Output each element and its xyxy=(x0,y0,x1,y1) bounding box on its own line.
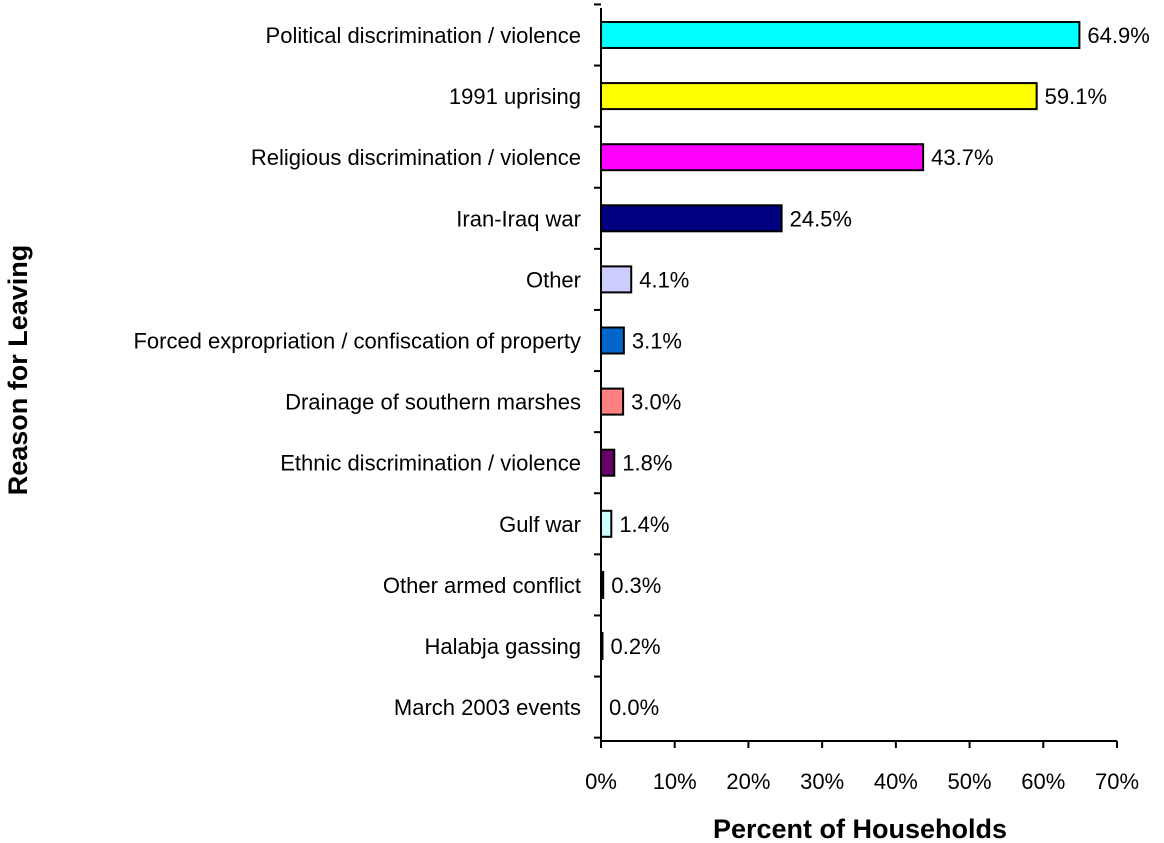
value-label: 1.8% xyxy=(622,451,672,476)
bars-layer xyxy=(600,21,1081,660)
bar xyxy=(600,204,783,233)
bar xyxy=(600,82,1038,111)
value-label: 64.9% xyxy=(1087,23,1149,48)
bar xyxy=(600,509,613,538)
category-label: Religious discrimination / violence xyxy=(251,145,581,170)
value-label: 24.5% xyxy=(790,206,852,231)
x-tick-label: 10% xyxy=(653,769,697,794)
bar xyxy=(600,143,925,172)
value-label: 0.0% xyxy=(609,695,659,720)
bar xyxy=(600,326,625,355)
bar xyxy=(600,21,1081,49)
x-tick-label: 60% xyxy=(1021,769,1065,794)
value-label: 3.1% xyxy=(632,329,682,354)
category-label: Forced expropriation / confiscation of p… xyxy=(133,329,581,354)
category-label: Ethnic discrimination / violence xyxy=(280,451,581,476)
x-tick-label: 70% xyxy=(1095,769,1139,794)
axes: 0% 10% 20% 30% 40% 50% 60% 70% xyxy=(585,3,1139,794)
x-tick-label: 40% xyxy=(874,769,918,794)
category-label: Drainage of southern marshes xyxy=(285,390,581,415)
category-label: Gulf war xyxy=(499,512,581,537)
category-label: Other xyxy=(526,267,581,292)
bar xyxy=(600,265,633,294)
x-tick-label: 50% xyxy=(948,769,992,794)
x-axis-title: Percent of Households xyxy=(713,814,1007,843)
value-label: 3.0% xyxy=(631,390,681,415)
value-label: 59.1% xyxy=(1045,84,1107,109)
bar xyxy=(600,387,625,416)
category-label: Iran-Iraq war xyxy=(456,206,581,231)
value-label: 4.1% xyxy=(639,267,689,292)
bar xyxy=(600,448,616,477)
x-tick-label: 0% xyxy=(585,769,617,794)
value-label: 0.2% xyxy=(610,634,660,659)
category-label: Other armed conflict xyxy=(383,573,581,598)
value-labels: 64.9% 59.1% 43.7% 24.5% 4.1% 3.1% 3.0% 1.8% 1.4%… xyxy=(609,23,1150,720)
x-tick-label: 20% xyxy=(726,769,770,794)
value-label: 1.4% xyxy=(619,512,669,537)
category-label: March 2003 events xyxy=(394,695,581,720)
value-label: 0.3% xyxy=(611,573,661,598)
category-labels: Political discrimination / violence 1991 … xyxy=(133,23,581,720)
value-label: 43.7% xyxy=(931,145,993,170)
x-tick-label: 30% xyxy=(800,769,844,794)
y-axis-title: Reason for Leaving xyxy=(3,245,33,496)
category-label: 1991 uprising xyxy=(449,84,581,109)
category-label: Political discrimination / violence xyxy=(266,23,581,48)
category-label: Halabja gassing xyxy=(424,634,581,659)
